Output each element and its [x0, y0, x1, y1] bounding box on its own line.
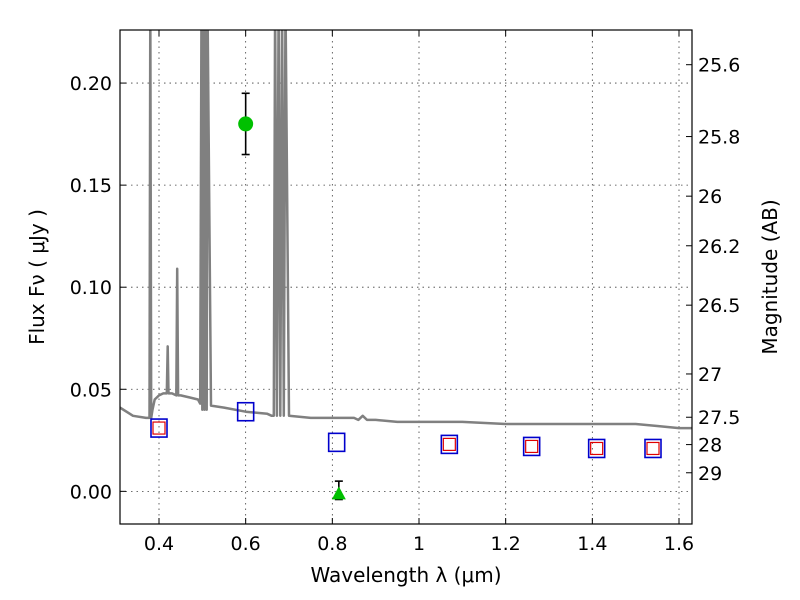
- blue-square-point: [522, 436, 541, 457]
- y-axis-label: Flux Fν ( μJy ): [25, 209, 49, 345]
- blue-square-point: [587, 438, 606, 459]
- magnitude-tick-label: 27: [698, 364, 722, 386]
- x-tick-label: 1.2: [491, 533, 521, 555]
- x-tick-label: 0.6: [231, 533, 261, 555]
- x-tick-label: 1.4: [577, 533, 607, 555]
- red-square-point: [442, 437, 456, 451]
- blue-square-point: [440, 434, 459, 455]
- y-tick-label: 0.00: [70, 481, 112, 503]
- red-square-point: [590, 441, 604, 456]
- x-tick-label: 1: [413, 533, 425, 555]
- magnitude-tick-label: 29: [698, 463, 722, 485]
- magnitude-tick-label: 26.5: [698, 295, 740, 317]
- magnitude-tick-label: 25.8: [698, 127, 740, 149]
- red-square-point: [525, 439, 539, 454]
- blue-square-point: [150, 418, 168, 438]
- magnitude-tick-label: 26: [698, 186, 722, 208]
- marker-layer: [150, 92, 662, 501]
- red-square-point: [646, 441, 660, 456]
- magnitude-tick-label: 27.5: [698, 407, 740, 429]
- spectrum-layer: [120, 30, 692, 430]
- x-tick-label: 1.6: [664, 533, 694, 555]
- green-triangle-point: [331, 486, 346, 500]
- y-tick-label: 0.15: [70, 175, 112, 197]
- x-tick-label: 0.4: [144, 533, 174, 555]
- y-axis-right-label: Magnitude (AB): [758, 199, 782, 354]
- green-circle-point: [238, 116, 254, 132]
- x-tick-label: 0.8: [317, 533, 347, 555]
- magnitude-tick-label: 25.6: [698, 55, 740, 77]
- spectrum-line: [120, 30, 692, 430]
- x-axis-label: Wavelength λ (μm): [310, 563, 501, 587]
- tick-layer: 0.4 0.6 0.8 1 1.2 1.4 1.6 0.00 0.05 0.10 0.15 0.20 2…: [70, 30, 740, 555]
- y-tick-label: 0.10: [70, 277, 112, 299]
- y-tick-label: 0.20: [70, 73, 112, 95]
- grid: [120, 30, 692, 524]
- blue-square-point: [236, 401, 255, 422]
- plot-frame: [119, 29, 693, 525]
- magnitude-tick-label: 26.2: [698, 236, 740, 258]
- blue-square-point: [327, 432, 346, 453]
- red-square-point: [152, 421, 166, 435]
- blue-square-point: [644, 438, 662, 459]
- magnitude-tick-label: 28: [698, 435, 722, 457]
- y-tick-label: 0.05: [70, 379, 112, 401]
